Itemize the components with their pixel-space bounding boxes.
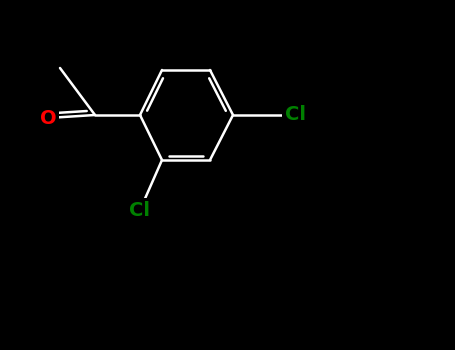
Text: Cl: Cl	[130, 201, 151, 219]
Text: Cl: Cl	[285, 105, 306, 125]
Text: O: O	[40, 108, 56, 127]
